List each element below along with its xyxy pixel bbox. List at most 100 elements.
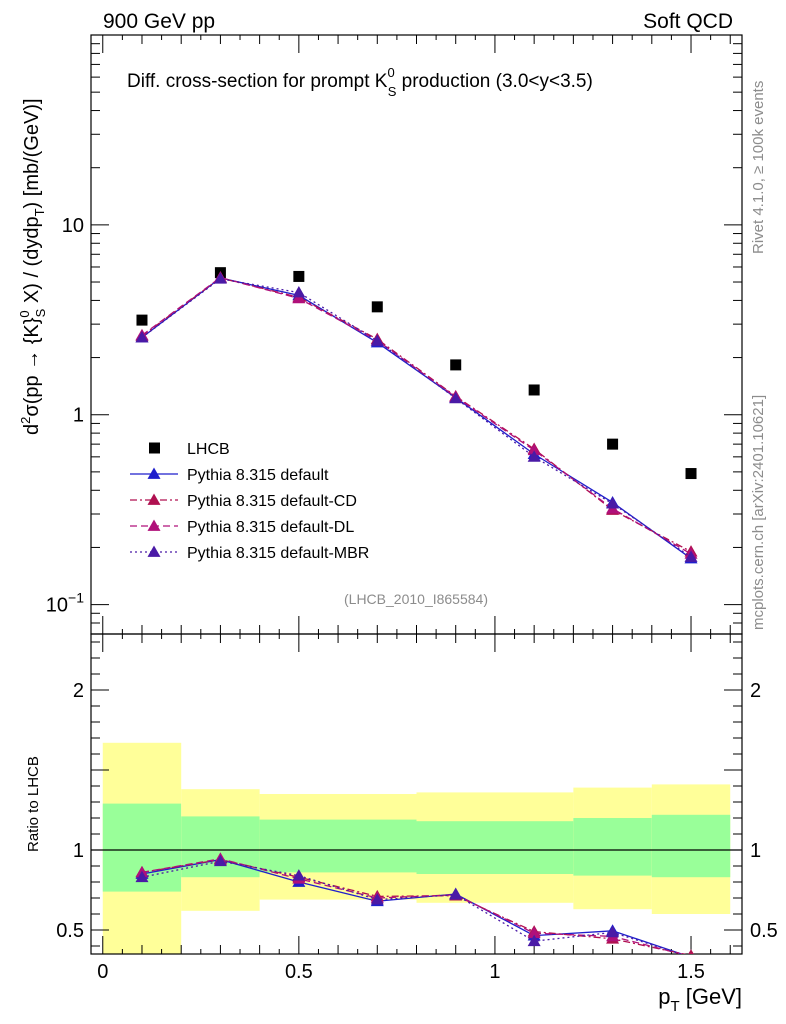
- main-ytick-label-1: 1: [73, 405, 84, 427]
- ratio-series-mbr: [135, 854, 684, 954]
- mbr-ratio-point: [213, 854, 227, 867]
- mbr-ratio-point: [292, 869, 306, 881]
- ylabel-part-b-sub: S: [33, 308, 48, 317]
- lhcb-point: [450, 359, 462, 371]
- mbr-line: [141, 278, 692, 558]
- legend-entry-data: LHCB: [149, 441, 230, 458]
- ratio-ytick-label-left-0: 0.5: [56, 920, 84, 942]
- ylabel-part-c-sub: T: [32, 208, 47, 216]
- main-series-cd: [135, 271, 698, 557]
- main-ytick-base: 10: [46, 595, 68, 617]
- main-ytick-label-0: 10−1: [46, 590, 84, 617]
- xtick-label-1: 0.5: [285, 961, 313, 983]
- main-ytick-exp: −1: [68, 590, 84, 606]
- mbr-ratio-point: [449, 888, 463, 900]
- main-ytick-base: 1: [73, 405, 84, 427]
- mbr-ratio-point: [370, 893, 384, 905]
- main-series-group: [135, 267, 698, 564]
- rivet-label: Rivet 4.1.0, ≥ 100k events: [750, 81, 767, 254]
- xlabel-tail: [GeV]: [680, 984, 742, 1009]
- ylabel-part-b: σ(pp → {K}: [21, 317, 43, 416]
- band-inner-2: [259, 819, 417, 873]
- main-title: Diff. cross-section for prompt K0 S produ…: [127, 65, 593, 99]
- mbr-ratio-point: [527, 934, 541, 947]
- main-ytick-label-2: 10: [62, 215, 84, 237]
- legend-entry-dl: Pythia 8.315 default-DL: [130, 519, 354, 536]
- legend: LHCB Pythia 8.315 default Pythia 8.315 def…: [130, 441, 369, 562]
- lhcb-point: [607, 438, 619, 450]
- lhcb-point: [293, 270, 305, 282]
- main-title-sub: S: [388, 84, 397, 99]
- xtick-label-3: 1.5: [677, 961, 705, 983]
- band-inner-3: [416, 821, 574, 874]
- ylabel-part-a: d: [21, 424, 43, 435]
- main-title-tail: production (3.0<y<3.5): [396, 71, 592, 92]
- main-title-sup: 0: [387, 65, 394, 80]
- mbr-point: [606, 497, 620, 509]
- dl-point: [527, 443, 541, 456]
- ratio-axis-ticks: 0.5 0.5 1 1 2 2 0 0.5 1 1.5: [56, 634, 778, 983]
- ylabel-part-a-sup: 2: [18, 417, 33, 424]
- ratio-ytick-label-left-2: 2: [73, 680, 84, 702]
- xtick-label-0: 0: [97, 961, 108, 983]
- legend-label-dl: Pythia 8.315 default-DL: [187, 519, 354, 536]
- ylabel-part-d: ) [mb/(GeV)]: [21, 98, 43, 208]
- lhcb-point: [685, 468, 697, 480]
- cd-ratio-point: [688, 949, 694, 954]
- legend-entry-cd: Pythia 8.315 default-CD: [130, 493, 357, 510]
- mbr-point: [449, 391, 463, 404]
- band-inner-4: [573, 818, 652, 876]
- mbr-point: [213, 272, 227, 284]
- mbr-point: [135, 331, 149, 343]
- legend-marker-dl: [147, 519, 161, 531]
- mcplots-label: mcplots.cern.ch [arXiv:2401.10621]: [750, 395, 767, 630]
- legend-marker-lhcb: [149, 442, 160, 454]
- lhcb-point: [371, 301, 383, 313]
- ratio-ytick-label-left-1: 1: [73, 840, 84, 862]
- header-left: 900 GeV pp: [103, 10, 215, 33]
- analysis-watermark: (LHCB_2010_I865584): [344, 591, 488, 607]
- lhcb-point: [136, 314, 148, 326]
- legend-label-mbr: Pythia 8.315 default-MBR: [187, 545, 369, 562]
- main-title-text: Diff. cross-section for prompt K: [127, 71, 388, 92]
- legend-label-cd: Pythia 8.315 default-CD: [187, 493, 357, 510]
- ratio-ytick-label-right-2: 2: [750, 680, 761, 702]
- default-line: [141, 277, 692, 559]
- legend-label-data: LHCB: [187, 441, 230, 458]
- ylabel-part-b-sup: 0: [17, 310, 32, 317]
- ylabel-part-c: X) / (dydp: [21, 216, 43, 308]
- mbr-ratio-point: [606, 925, 620, 938]
- main-series-mbr: [135, 272, 698, 562]
- legend-marker-cd: [147, 493, 161, 505]
- main-series-dl: [135, 271, 698, 559]
- mbr-point: [527, 450, 541, 462]
- legend-marker-default: [147, 467, 161, 479]
- dl-ratio-point: [527, 926, 541, 939]
- dl-point: [292, 291, 306, 304]
- legend-label-default: Pythia 8.315 default: [187, 467, 329, 484]
- ratio-uncertainty-bands: [102, 742, 731, 954]
- legend-marker-mbr: [147, 545, 161, 557]
- xtick-label-2: 1: [489, 961, 500, 983]
- main-ytick-base: 10: [62, 215, 84, 237]
- xlabel: pT [GeV]: [658, 984, 742, 1015]
- mbr-point: [370, 334, 384, 346]
- header-right: Soft QCD: [643, 10, 733, 33]
- ratio-series-group: [135, 852, 694, 954]
- band-inner-5: [651, 814, 731, 878]
- ratio-ytick-label-right-1: 1: [750, 840, 761, 862]
- mbr-point: [684, 550, 698, 562]
- ratio-ylabel: Ratio to LHCB: [25, 756, 42, 852]
- main-ylabel: d2σ(pp → {K}0S X) / (dydpT) [mb/(GeV)]: [17, 98, 48, 435]
- ratio-ytick-label-right-0: 0.5: [750, 920, 778, 942]
- legend-entry-mbr: Pythia 8.315 default-MBR: [130, 545, 369, 562]
- xlabel-sub: T: [670, 998, 679, 1015]
- xlabel-p: p: [658, 984, 670, 1009]
- mbr-ratio-point: [135, 870, 149, 883]
- dl-ratio-line: [141, 858, 685, 954]
- mbr-ratio-line: [141, 860, 684, 954]
- mbr-point: [292, 286, 306, 298]
- lhcb-point: [528, 384, 540, 396]
